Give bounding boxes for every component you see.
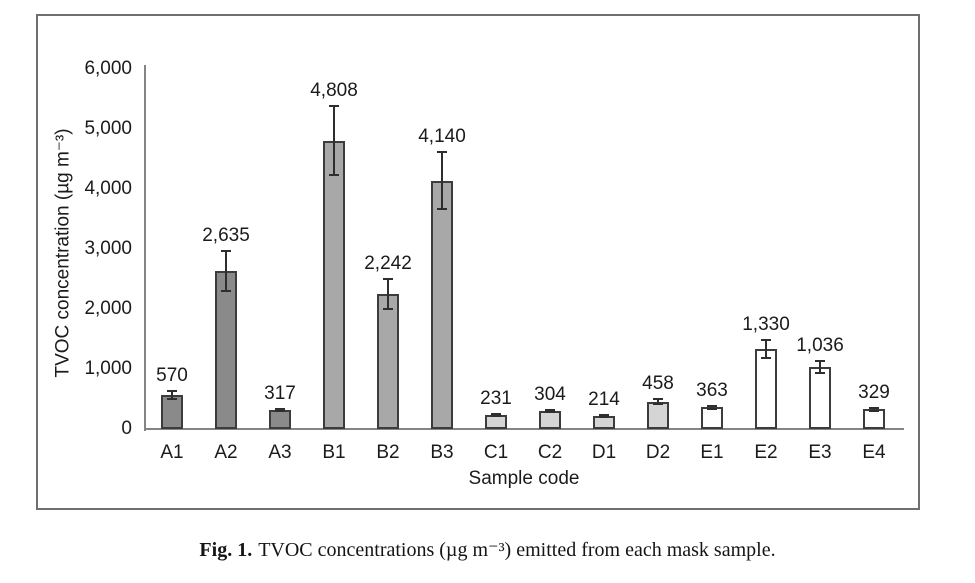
y-tick-label: 0	[121, 418, 132, 439]
bar-B3	[431, 180, 453, 429]
error-cap-bottom-C2	[545, 410, 555, 413]
error-cap-bottom-E4	[869, 409, 879, 412]
error-bar-C2	[549, 409, 551, 412]
bar-value-label-A3: 317	[264, 382, 296, 404]
bar-value-label-B3: 4,140	[418, 126, 466, 148]
error-cap-top-A1	[167, 389, 177, 392]
bar-value-label-E2: 1,330	[742, 314, 790, 336]
bar-value-label-E3: 1,036	[796, 334, 844, 356]
bar-value-label-C1: 231	[480, 388, 512, 410]
error-cap-bottom-E2	[761, 357, 771, 360]
bar-D1	[593, 416, 615, 429]
bar-value-label-B1: 4,808	[310, 80, 358, 102]
error-cap-top-E4	[869, 406, 879, 409]
bar-value-label-E1: 363	[696, 379, 728, 401]
bar-D2	[647, 401, 669, 429]
x-tick-label-E1: E1	[700, 442, 724, 463]
x-axis-title: Sample code	[468, 468, 580, 489]
error-cap-top-B2	[383, 278, 393, 281]
error-cap-bottom-C1	[491, 415, 501, 418]
error-cap-top-D2	[653, 397, 663, 400]
figure-caption: Fig. 1. TVOC concentrations (µg m⁻³) emit…	[0, 537, 975, 562]
error-bar-E3	[819, 360, 821, 373]
x-tick-label-D1: D1	[591, 442, 617, 463]
bar-A1	[161, 394, 183, 429]
bar-value-label-D2: 458	[642, 372, 674, 394]
x-tick-label-E2: E2	[754, 442, 778, 463]
bar-value-label-E4: 329	[858, 381, 890, 403]
bar-A2	[215, 270, 237, 429]
error-bar-B3	[441, 152, 443, 209]
error-cap-top-C2	[545, 408, 555, 411]
error-cap-top-E2	[761, 339, 771, 342]
error-cap-bottom-A2	[221, 289, 231, 292]
error-cap-top-B1	[329, 105, 339, 108]
error-cap-top-A3	[275, 407, 285, 410]
error-cap-top-D1	[599, 414, 609, 417]
error-cap-bottom-D2	[653, 403, 663, 406]
error-cap-bottom-E1	[707, 407, 717, 410]
error-bar-E2	[765, 340, 767, 359]
x-tick-label-D2: D2	[645, 442, 671, 463]
caption-text: TVOC concentrations (µg m⁻³) emitted fro…	[258, 539, 776, 561]
chart-frame	[36, 14, 920, 510]
y-tick-label: 4,000	[84, 178, 132, 199]
bar-C1	[485, 415, 507, 429]
error-cap-top-A2	[221, 250, 231, 253]
caption-prefix: Fig. 1.	[199, 539, 253, 561]
error-cap-bottom-B1	[329, 173, 339, 176]
error-cap-bottom-E3	[815, 371, 825, 374]
error-cap-top-E3	[815, 359, 825, 362]
error-bar-D2	[657, 398, 659, 405]
error-bar-E4	[873, 407, 875, 411]
bar-value-label-D1: 214	[588, 389, 620, 411]
bar-E3	[809, 366, 831, 429]
x-tick-label-A1: A1	[160, 442, 184, 463]
bar-E4	[863, 409, 885, 429]
x-tick-label-E3: E3	[808, 442, 832, 463]
bar-B2	[377, 294, 399, 429]
error-cap-top-B3	[437, 151, 447, 154]
error-bar-A2	[225, 251, 227, 291]
x-tick-label-C2: C2	[537, 442, 563, 463]
y-tick-label: 1,000	[84, 358, 132, 379]
error-cap-bottom-A1	[167, 397, 177, 400]
bar-A3	[269, 409, 291, 429]
error-cap-bottom-B3	[437, 207, 447, 210]
error-cap-top-E1	[707, 404, 717, 407]
bar-B1	[323, 140, 345, 429]
bar-E2	[755, 349, 777, 429]
y-axis-line	[144, 65, 146, 431]
x-tick-label-C1: C1	[483, 442, 509, 463]
error-bar-B2	[387, 279, 389, 310]
y-tick-label: 3,000	[84, 238, 132, 259]
error-cap-bottom-A3	[275, 410, 285, 413]
y-tick-label: 5,000	[84, 118, 132, 139]
x-tick-label-E4: E4	[862, 442, 886, 463]
bar-value-label-B2: 2,242	[364, 253, 412, 275]
error-bar-A1	[171, 390, 173, 399]
error-cap-top-C1	[491, 413, 501, 416]
bar-value-label-A2: 2,635	[202, 225, 250, 247]
error-cap-bottom-B2	[383, 308, 393, 311]
x-tick-label-B2: B2	[376, 442, 400, 463]
bar-E1	[701, 407, 723, 429]
x-tick-label-B1: B1	[322, 442, 346, 463]
y-tick-label: 2,000	[84, 298, 132, 319]
bar-value-label-A1: 570	[156, 364, 188, 386]
error-bar-A3	[279, 408, 281, 412]
x-axis-line	[144, 428, 904, 430]
x-tick-label-B3: B3	[430, 442, 454, 463]
error-bar-B1	[333, 106, 335, 175]
bar-C2	[539, 410, 561, 429]
y-tick-label: 6,000	[84, 58, 132, 79]
x-tick-label-A2: A2	[214, 442, 238, 463]
x-tick-label-A3: A3	[268, 442, 292, 463]
bar-value-label-C2: 304	[534, 383, 566, 405]
error-cap-bottom-D1	[599, 415, 609, 418]
error-bar-E1	[711, 405, 713, 409]
